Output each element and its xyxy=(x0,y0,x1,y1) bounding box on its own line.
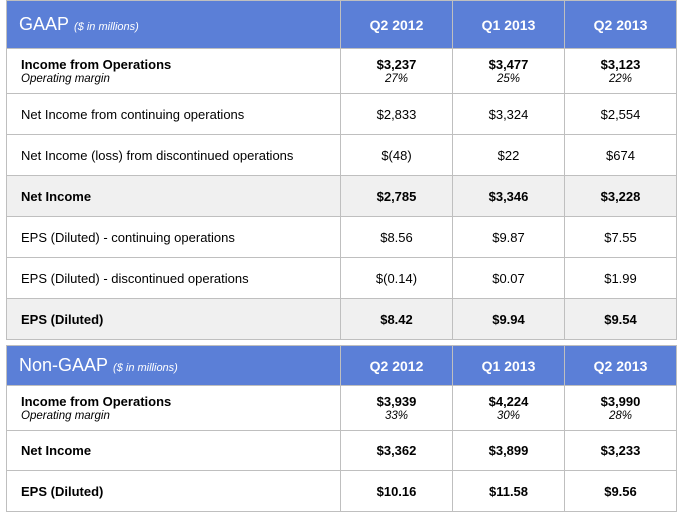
gaap-unit: ($ in millions) xyxy=(74,21,139,33)
value-cell: $7.55 xyxy=(564,216,677,258)
nongaap-income-ops-row: Income from Operations Operating margin … xyxy=(6,385,677,431)
gaap-header-cell: GAAP ($ in millions) xyxy=(6,0,341,49)
gaap-table: GAAP ($ in millions) Q2 2012 Q1 2013 Q2 2… xyxy=(6,0,677,340)
value-cell: $9.56 xyxy=(564,470,677,512)
value-cell: $22 xyxy=(452,134,565,176)
income-ops-label: Income from Operations xyxy=(21,394,172,409)
margin-value: 22% xyxy=(608,73,633,85)
gaap-net-income-disc-row: Net Income (loss) from discontinued oper… xyxy=(6,134,677,176)
row-label: Net Income from continuing operations xyxy=(6,93,341,135)
value: $3,123 xyxy=(600,57,641,72)
value-cell: $(48) xyxy=(340,134,453,176)
value-cell: $10.16 xyxy=(340,470,453,512)
gaap-eps-row: EPS (Diluted) $8.42 $9.94 $9.54 xyxy=(6,298,677,340)
row-label: Net Income xyxy=(6,430,341,471)
nongaap-header-cell: Non-GAAP ($ in millions) xyxy=(6,345,341,386)
value-cell: $3,324 xyxy=(452,93,565,135)
value-cell: $9.54 xyxy=(564,298,677,340)
margin-value: 27% xyxy=(384,73,409,85)
gaap-col-header: Q1 2013 xyxy=(452,0,565,49)
operating-margin-label: Operating margin xyxy=(21,73,110,85)
nongaap-col-header: Q2 2013 xyxy=(564,345,677,386)
value-cell: $0.07 xyxy=(452,257,565,299)
row-label: Net Income (loss) from discontinued oper… xyxy=(6,134,341,176)
nongaap-table: Non-GAAP ($ in millions) Q2 2012 Q1 2013 … xyxy=(6,345,677,512)
gaap-eps-disc-row: EPS (Diluted) - discontinued operations … xyxy=(6,257,677,299)
value: $3,990 xyxy=(600,394,641,409)
value-cell: $2,785 xyxy=(340,175,453,217)
gaap-header-row: GAAP ($ in millions) Q2 2012 Q1 2013 Q2 2… xyxy=(6,0,677,49)
value-cell: $3,990 28% xyxy=(564,385,677,431)
row-label: EPS (Diluted) - discontinued operations xyxy=(6,257,341,299)
value-cell: $9.94 xyxy=(452,298,565,340)
gaap-col-header: Q2 2012 xyxy=(340,0,453,49)
nongaap-header-row: Non-GAAP ($ in millions) Q2 2012 Q1 2013 … xyxy=(6,345,677,386)
value-cell: $3,477 25% xyxy=(452,48,565,94)
nongaap-eps-row: EPS (Diluted) $10.16 $11.58 $9.56 xyxy=(6,470,677,512)
margin-value: 33% xyxy=(384,410,409,422)
gaap-title: GAAP xyxy=(19,14,70,34)
value-cell: $3,346 xyxy=(452,175,565,217)
value-cell: $3,899 xyxy=(452,430,565,471)
value-cell: $3,123 22% xyxy=(564,48,677,94)
margin-value: 25% xyxy=(496,73,521,85)
row-label: EPS (Diluted) xyxy=(6,298,341,340)
operating-margin-label: Operating margin xyxy=(21,410,110,422)
value-cell: $3,939 33% xyxy=(340,385,453,431)
margin-value: 28% xyxy=(608,410,633,422)
row-label: Income from Operations Operating margin xyxy=(6,48,341,94)
nongaap-title: Non-GAAP xyxy=(19,355,109,375)
value: $3,939 xyxy=(376,394,417,409)
value-cell: $11.58 xyxy=(452,470,565,512)
value-cell: $4,224 30% xyxy=(452,385,565,431)
row-label: EPS (Diluted) - continuing operations xyxy=(6,216,341,258)
gaap-eps-cont-row: EPS (Diluted) - continuing operations $8… xyxy=(6,216,677,258)
gaap-net-income-row: Net Income $2,785 $3,346 $3,228 xyxy=(6,175,677,217)
gaap-net-income-cont-row: Net Income from continuing operations $2… xyxy=(6,93,677,135)
value-cell: $8.56 xyxy=(340,216,453,258)
value: $3,237 xyxy=(376,57,417,72)
value-cell: $3,228 xyxy=(564,175,677,217)
nongaap-col-header: Q2 2012 xyxy=(340,345,453,386)
value: $3,477 xyxy=(488,57,529,72)
row-label: Net Income xyxy=(6,175,341,217)
nongaap-unit: ($ in millions) xyxy=(113,362,178,374)
margin-value: 30% xyxy=(496,410,521,422)
value-cell: $1.99 xyxy=(564,257,677,299)
row-label: EPS (Diluted) xyxy=(6,470,341,512)
value-cell: $3,233 xyxy=(564,430,677,471)
value-cell: $(0.14) xyxy=(340,257,453,299)
gaap-col-header: Q2 2013 xyxy=(564,0,677,49)
value-cell: $2,833 xyxy=(340,93,453,135)
value-cell: $2,554 xyxy=(564,93,677,135)
income-ops-label: Income from Operations xyxy=(21,57,172,72)
value-cell: $8.42 xyxy=(340,298,453,340)
gaap-income-ops-row: Income from Operations Operating margin … xyxy=(6,48,677,94)
value-cell: $674 xyxy=(564,134,677,176)
value-cell: $9.87 xyxy=(452,216,565,258)
nongaap-col-header: Q1 2013 xyxy=(452,345,565,386)
value: $4,224 xyxy=(488,394,529,409)
value-cell: $3,362 xyxy=(340,430,453,471)
row-label: Income from Operations Operating margin xyxy=(6,385,341,431)
value-cell: $3,237 27% xyxy=(340,48,453,94)
nongaap-net-income-row: Net Income $3,362 $3,899 $3,233 xyxy=(6,430,677,471)
